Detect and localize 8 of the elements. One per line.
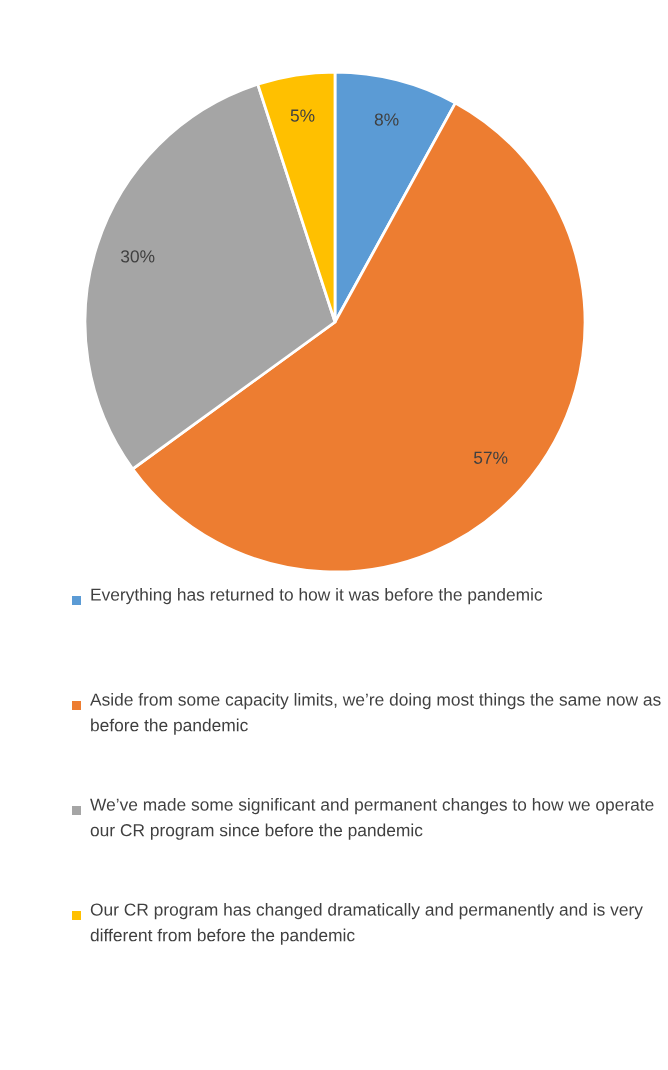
data-label: 5%: [290, 109, 315, 122]
legend-label: Everything has returned to how it was before the pandemic: [91, 588, 543, 605]
data-label: 8%: [374, 113, 399, 126]
legend-label: We’ve made some significant and permanent changes to how we operate our CR program since before the pandemic: [90, 798, 654, 840]
legend-label: Aside from some capacity limits, we’re doing most things the same now as before the pandemic: [90, 693, 661, 735]
data-label: 30%: [120, 250, 155, 263]
legend-label: Our CR program has changed dramatically and permanently and is very different from before the pandemic: [90, 903, 643, 945]
data-label: 57%: [473, 451, 508, 464]
